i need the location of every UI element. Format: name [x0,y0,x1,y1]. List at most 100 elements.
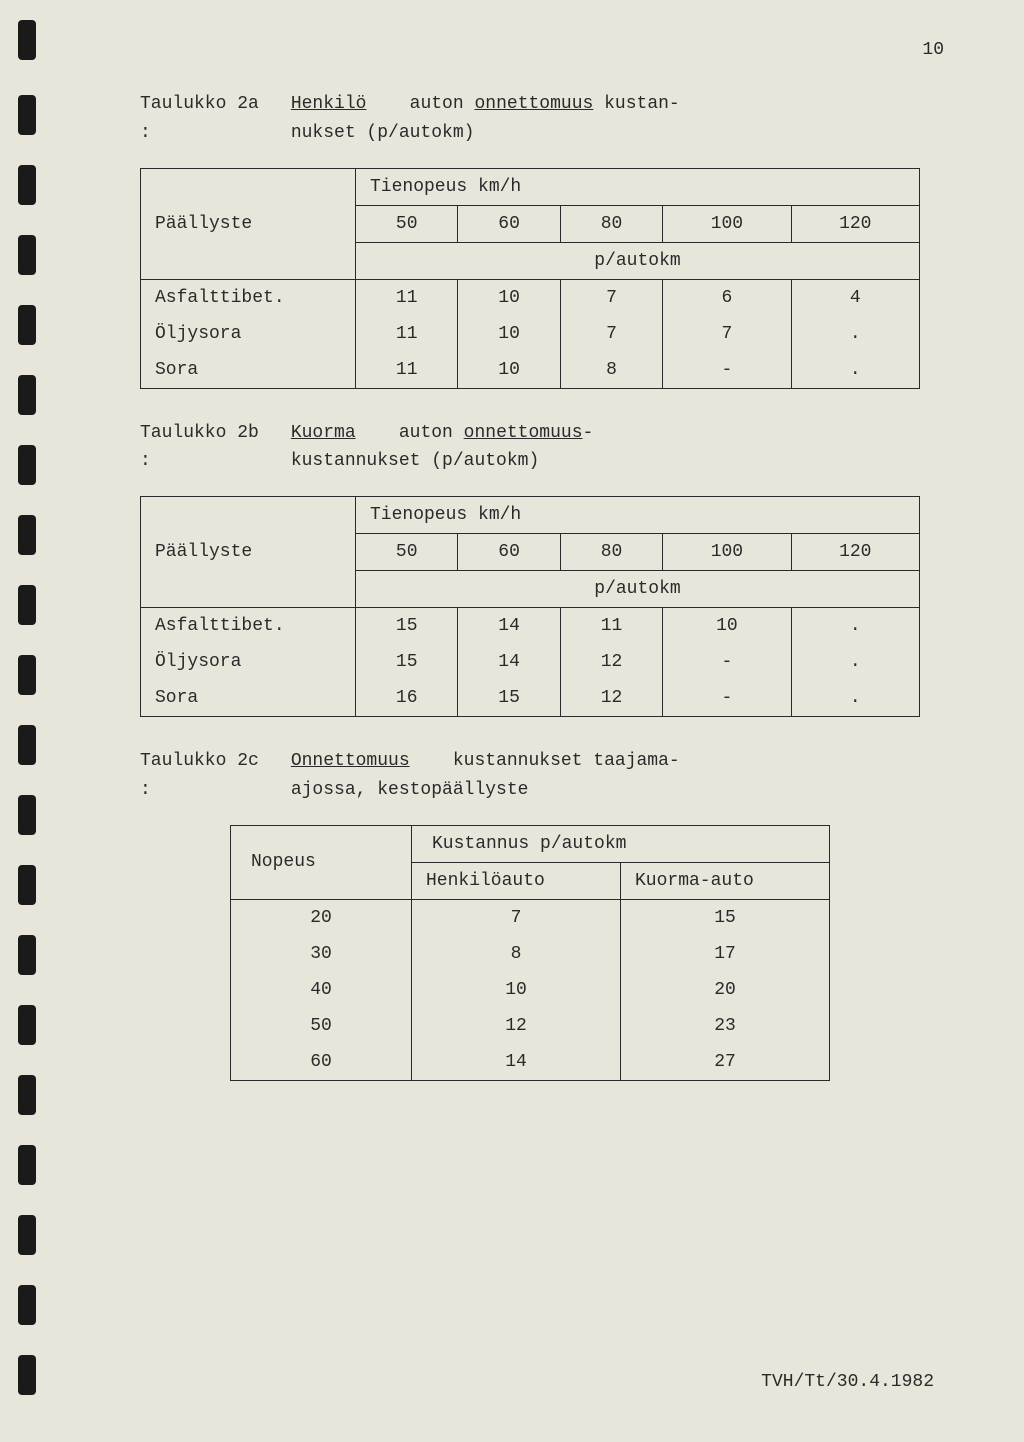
table-2a-label: Taulukko 2a : [140,90,280,148]
table-2b-label: Taulukko 2b : [140,419,280,477]
t2b-gap [366,423,398,443]
footer-text: TVH/Tt/30.4.1982 [761,1372,934,1392]
t2a-speed-header: Tienopeus km/h [356,168,920,205]
t2b-r1c3: - [663,644,791,680]
t2a-title-line2: nukset (p/autokm) [291,123,475,143]
t2c-r4c1: 27 [621,1044,830,1081]
t2c-title-rest: kustannukset taajama- [453,751,680,771]
t2a-row0-name: Asfalttibet. [141,279,356,316]
t2c-r1c0: 8 [412,936,621,972]
t2b-r0c2: 11 [560,608,662,645]
t2b-speed-1: 60 [458,534,560,571]
t2a-r1c0: 11 [356,316,458,352]
t2c-r0c1: 15 [621,899,830,936]
t2a-r0c2: 7 [560,279,662,316]
t2c-r4n: 60 [231,1044,412,1081]
t2b-r0c4: . [791,608,919,645]
table-2c-label: Taulukko 2c : [140,747,280,805]
t2c-r0n: 20 [231,899,412,936]
t2a-speed-0: 50 [356,205,458,242]
table-2a-caption: Taulukko 2a : Henkilö auton onnettomuus … [140,90,954,148]
t2b-r1c0: 15 [356,644,458,680]
table-2b-title: Kuorma auton onnettomuus- kustannukset (… [291,419,594,477]
t2b-title-line2: kustannukset (p/autokm) [291,451,539,471]
t2a-unit: p/autokm [356,242,920,279]
t2b-speed-3: 100 [663,534,791,571]
t2a-r2c0: 11 [356,352,458,389]
t2a-row2-name: Sora [141,352,356,389]
t2b-r2c3: - [663,680,791,717]
t2c-r1c1: 17 [621,936,830,972]
page-number: 10 [140,40,954,60]
t2c-col1: Kuorma-auto [621,862,830,899]
t2b-r2c2: 12 [560,680,662,717]
t2c-r3c1: 23 [621,1008,830,1044]
t2a-speed-2: 80 [560,205,662,242]
table-2c: Nopeus Kustannus p/autokm Henkilöauto Ku… [230,825,830,1081]
t2a-title-part2: onnettomuus [474,94,593,114]
table-2b-caption: Taulukko 2b : Kuorma auton onnettomuus- … [140,419,954,477]
t2b-speed-2: 80 [560,534,662,571]
t2a-r1c1: 10 [458,316,560,352]
t2a-r0c1: 10 [458,279,560,316]
table-2c-caption: Taulukko 2c : Onnettomuus kustannukset t… [140,747,954,805]
t2c-r2c1: 20 [621,972,830,1008]
t2b-speed-header: Tienopeus km/h [356,497,920,534]
t2b-r1c2: 12 [560,644,662,680]
t2c-r1n: 30 [231,936,412,972]
t2a-r1c2: 7 [560,316,662,352]
t2a-r2c2: 8 [560,352,662,389]
t2b-title-end: - [583,423,594,443]
t2a-r2c3: - [663,352,791,389]
t2a-colheader: Päällyste [141,168,356,279]
t2b-r2c0: 16 [356,680,458,717]
t2c-r3c0: 12 [412,1008,621,1044]
t2b-r1c1: 14 [458,644,560,680]
t2c-gap [420,751,452,771]
table-2a-title: Henkilö auton onnettomuus kustan- nukset… [291,90,680,148]
t2a-title-part1: Henkilö [291,94,367,114]
t2c-title-part1: Onnettomuus [291,751,410,771]
t2c-r4c0: 14 [412,1044,621,1081]
t2a-r1c4: . [791,316,919,352]
table-2b: Päällyste Tienopeus km/h 50 60 80 100 12… [140,496,920,717]
t2a-speed-4: 120 [791,205,919,242]
t2c-r3n: 50 [231,1008,412,1044]
t2a-row1-name: Öljysora [141,316,356,352]
t2b-unit: p/autokm [356,571,920,608]
t2a-r0c0: 11 [356,279,458,316]
t2b-r2c4: . [791,680,919,717]
t2b-r2c1: 15 [458,680,560,717]
t2b-title-mid: auton [399,423,453,443]
t2c-r2c0: 10 [412,972,621,1008]
t2b-r0c3: 10 [663,608,791,645]
t2a-r2c4: . [791,352,919,389]
t2c-r2n: 40 [231,972,412,1008]
t2a-r1c3: 7 [663,316,791,352]
t2b-r0c0: 15 [356,608,458,645]
t2b-r0c1: 14 [458,608,560,645]
t2b-title-part2: onnettomuus [464,423,583,443]
t2b-speed-4: 120 [791,534,919,571]
table-2a: Päällyste Tienopeus km/h 50 60 80 100 12… [140,168,920,389]
t2a-gap [377,94,409,114]
t2a-r2c1: 10 [458,352,560,389]
t2b-row0-name: Asfalttibet. [141,608,356,645]
t2c-cost-header: Kustannus p/autokm [412,825,830,862]
t2c-col0: Henkilöauto [412,862,621,899]
t2c-rowheader: Nopeus [231,825,412,899]
t2b-row1-name: Öljysora [141,644,356,680]
t2b-r1c4: . [791,644,919,680]
t2b-row2-name: Sora [141,680,356,717]
t2a-speed-3: 100 [663,205,791,242]
t2b-title-part1: Kuorma [291,423,356,443]
t2a-r0c4: 4 [791,279,919,316]
t2b-speed-0: 50 [356,534,458,571]
t2a-title-end: kustan- [604,94,680,114]
t2c-title-line2: ajossa, kestopäällyste [291,780,529,800]
t2a-speed-1: 60 [458,205,560,242]
t2a-r0c3: 6 [663,279,791,316]
t2b-colheader: Päällyste [141,497,356,608]
table-2c-title: Onnettomuus kustannukset taajama- ajossa… [291,747,680,805]
t2a-title-mid: auton [410,94,464,114]
